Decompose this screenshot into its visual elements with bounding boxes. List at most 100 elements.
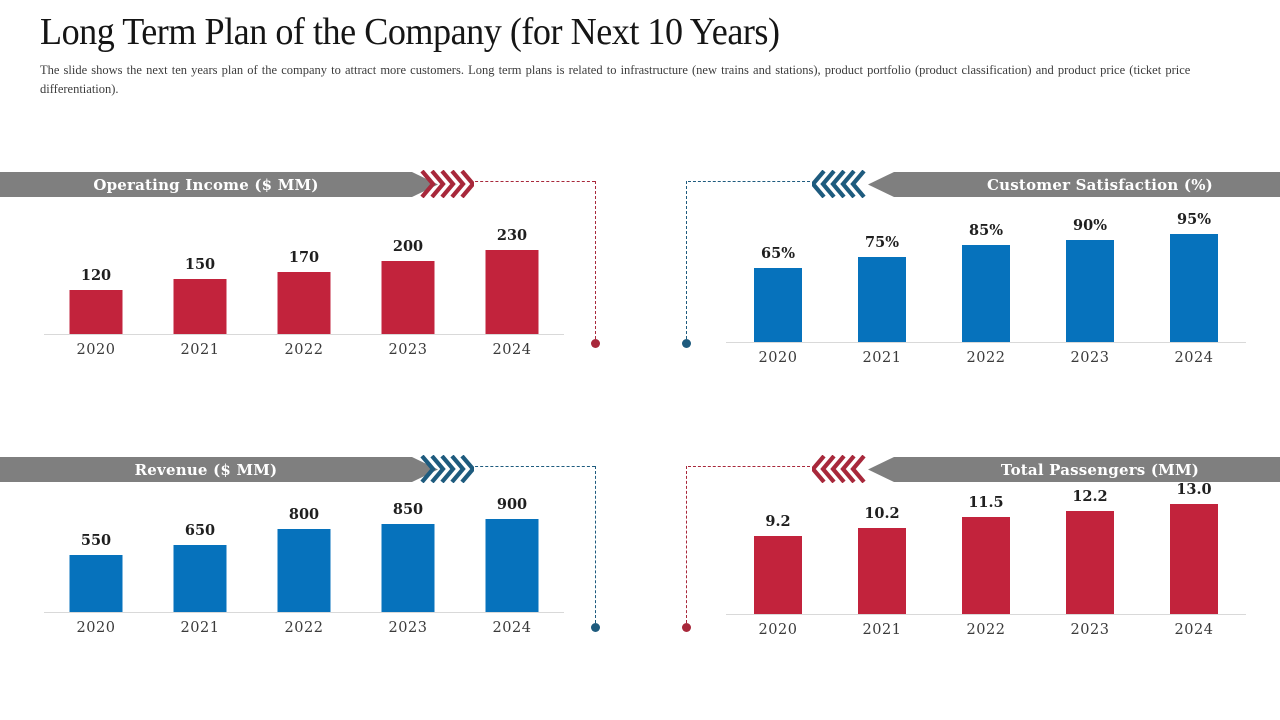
operating-income-chart: 120 150 170 200 230 2020 2021 2022 2023 2024 xyxy=(44,202,564,358)
bar-value-label: 650 xyxy=(184,522,216,539)
bar-value-label: 120 xyxy=(80,267,112,284)
chart-banner-title: Revenue ($ MM) xyxy=(134,460,278,479)
page-subtitle: The slide shows the next ten years plan … xyxy=(40,63,1191,97)
bar xyxy=(1170,234,1218,342)
bar xyxy=(485,250,539,334)
bar xyxy=(754,268,802,342)
bar xyxy=(1170,504,1218,614)
banner-revenue: Revenue ($ MM) xyxy=(0,457,438,482)
year-label: 2020 xyxy=(76,620,116,636)
bar-group: 120 xyxy=(44,202,148,334)
bar-value-label: 11.5 xyxy=(968,494,1004,511)
year-label: 2024 xyxy=(1174,350,1214,366)
banner-total-passengers: Total Passengers (MM) xyxy=(868,457,1280,482)
year-label: 2020 xyxy=(76,342,116,358)
bar-value-label: 9.2 xyxy=(765,513,791,530)
x-axis xyxy=(44,612,564,613)
connector-line xyxy=(688,466,810,467)
year-label: 2024 xyxy=(492,620,532,636)
page-title: Long Term Plan of the Company (for Next … xyxy=(40,11,780,53)
bar-group: 800 xyxy=(252,480,356,612)
bar xyxy=(69,290,123,334)
plot-area: 65% 75% 85% 90% 95% xyxy=(726,210,1246,342)
connector-line xyxy=(470,181,595,182)
bar-group: 900 xyxy=(460,480,564,612)
banner-operating-income: Operating Income ($ MM) xyxy=(0,172,438,197)
bar xyxy=(277,272,331,334)
bar xyxy=(485,519,539,612)
bar-value-label: 10.2 xyxy=(864,505,900,522)
x-axis-labels: 2020 2021 2022 2023 2024 xyxy=(44,620,564,636)
chevrons-left-icon xyxy=(812,170,866,198)
bar-value-label: 90% xyxy=(1073,217,1107,234)
year-label: 2021 xyxy=(862,350,902,366)
bar-value-label: 800 xyxy=(288,506,320,523)
bar-group: 95% xyxy=(1142,210,1246,342)
bar-value-label: 170 xyxy=(288,249,320,266)
year-label: 2022 xyxy=(966,350,1006,366)
bar-value-label: 900 xyxy=(496,496,528,513)
plot-area: 120 150 170 200 230 xyxy=(44,202,564,334)
year-label: 2023 xyxy=(388,342,428,358)
bar-group: 13.0 xyxy=(1142,481,1246,614)
year-label: 2022 xyxy=(284,342,324,358)
bar-group: 10.2 xyxy=(830,482,934,614)
bar-group: 850 xyxy=(356,480,460,612)
year-label: 2022 xyxy=(966,622,1006,638)
bar xyxy=(754,536,802,614)
revenue-chart: 550 650 800 850 900 2020 2021 2022 2023 2024 xyxy=(44,480,564,636)
chart-banner-title: Total Passengers (MM) xyxy=(1000,460,1200,479)
bar-group: 550 xyxy=(44,480,148,612)
chevrons-left-icon xyxy=(812,455,866,483)
connector-line xyxy=(686,466,687,623)
chart-banner-title: Customer Satisfaction (%) xyxy=(987,175,1213,194)
year-label: 2024 xyxy=(492,342,532,358)
chevrons-right-icon xyxy=(420,455,474,483)
bar-group: 11.5 xyxy=(934,482,1038,614)
chart-banner-title: Operating Income ($ MM) xyxy=(93,175,319,194)
connector-dot xyxy=(682,623,691,632)
year-label: 2021 xyxy=(180,620,220,636)
bar xyxy=(1066,240,1114,342)
bar-value-label: 200 xyxy=(392,238,424,255)
customer-satisfaction-chart: 65% 75% 85% 90% 95% 2020 2021 2022 2023 2024 xyxy=(726,210,1246,366)
connector-line xyxy=(688,181,810,182)
bar xyxy=(962,517,1010,614)
bar-value-label: 95% xyxy=(1177,211,1211,228)
bar-group: 170 xyxy=(252,202,356,334)
bar xyxy=(1066,511,1114,614)
x-axis-labels: 2020 2021 2022 2023 2024 xyxy=(44,342,564,358)
bar-value-label: 850 xyxy=(392,501,424,518)
year-label: 2023 xyxy=(1070,622,1110,638)
bar xyxy=(173,545,227,612)
connector-dot xyxy=(682,339,691,348)
banner-customer-satisfaction: Customer Satisfaction (%) xyxy=(868,172,1280,197)
bar-value-label: 13.0 xyxy=(1176,481,1212,498)
bar xyxy=(381,524,435,612)
bar-group: 650 xyxy=(148,480,252,612)
bar-value-label: 12.2 xyxy=(1072,488,1108,505)
bar-value-label: 75% xyxy=(865,234,899,251)
bar-group: 65% xyxy=(726,210,830,342)
total-passengers-chart: 9.2 10.2 11.5 12.2 13.0 2020 2021 2022 2023 2024 xyxy=(726,481,1246,638)
bar-value-label: 550 xyxy=(80,532,112,549)
year-label: 2020 xyxy=(758,622,798,638)
bar xyxy=(381,261,435,334)
year-label: 2021 xyxy=(862,622,902,638)
x-axis-labels: 2020 2021 2022 2023 2024 xyxy=(726,350,1246,366)
bar-group: 90% xyxy=(1038,210,1142,342)
bar-value-label: 65% xyxy=(761,245,795,262)
bar-value-label: 85% xyxy=(969,222,1003,239)
bar-value-label: 150 xyxy=(184,256,216,273)
connector-line xyxy=(595,181,596,339)
chevrons-right-icon xyxy=(420,170,474,198)
bar-group: 9.2 xyxy=(726,482,830,614)
year-label: 2023 xyxy=(1070,350,1110,366)
bar-group: 85% xyxy=(934,210,1038,342)
x-axis xyxy=(44,334,564,335)
bar xyxy=(69,555,123,612)
year-label: 2021 xyxy=(180,342,220,358)
connector-dot xyxy=(591,623,600,632)
bar-group: 75% xyxy=(830,210,934,342)
